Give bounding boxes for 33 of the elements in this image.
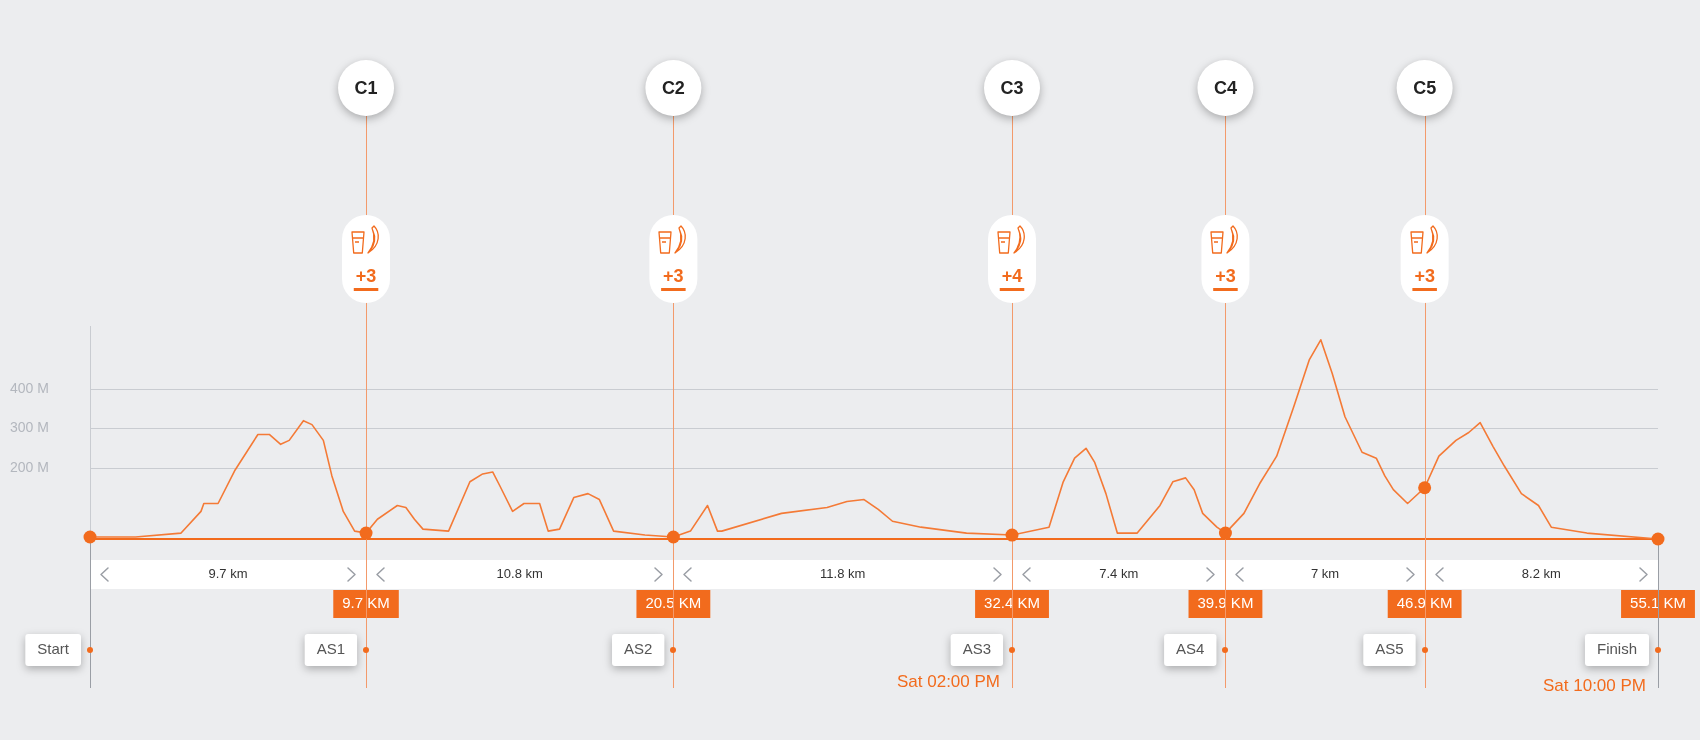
text: AS1 xyxy=(316,640,346,658)
text: 11.8 km xyxy=(820,566,866,582)
ref-line-label: C3 xyxy=(1000,77,1024,98)
text: 7.4 km xyxy=(1099,566,1139,582)
text: AS5 xyxy=(1375,640,1404,658)
ref-line-label: C1 xyxy=(354,77,378,98)
ref-line-label: C5 xyxy=(1413,77,1437,98)
text: +4 xyxy=(1001,265,1023,286)
text: Finish xyxy=(1596,640,1637,658)
text: 8.2 km xyxy=(1521,566,1561,582)
ref-line-label: C2 xyxy=(661,77,685,98)
text: 9.7 km xyxy=(208,566,248,582)
annotation: Sat 02:00 PM xyxy=(897,671,1001,691)
text: AS3 xyxy=(962,640,992,658)
y-tick-label: 200 M xyxy=(10,458,49,475)
x-tick-label: 20.5 KM xyxy=(645,594,702,612)
text: +3 xyxy=(1414,265,1435,286)
text: +3 xyxy=(355,265,377,286)
text: AS4 xyxy=(1176,640,1205,658)
x-tick-label: 55.1 KM xyxy=(1630,594,1686,612)
y-tick-label: 300 M xyxy=(10,419,49,436)
x-tick-label: 32.4 KM xyxy=(984,594,1040,612)
x-tick-label: 9.7 KM xyxy=(342,594,390,612)
text: +3 xyxy=(663,265,684,286)
text: 10.8 km xyxy=(496,566,543,582)
text: Start xyxy=(37,640,70,658)
text: +3 xyxy=(1215,265,1236,286)
text: AS2 xyxy=(624,640,653,658)
text: 7 km xyxy=(1310,566,1340,582)
x-tick-label: 46.9 KM xyxy=(1396,594,1453,612)
y-tick-label: 400 M xyxy=(10,379,49,396)
ref-line-label: C4 xyxy=(1213,77,1237,98)
annotation: Sat 10:00 PM xyxy=(1542,675,1646,695)
